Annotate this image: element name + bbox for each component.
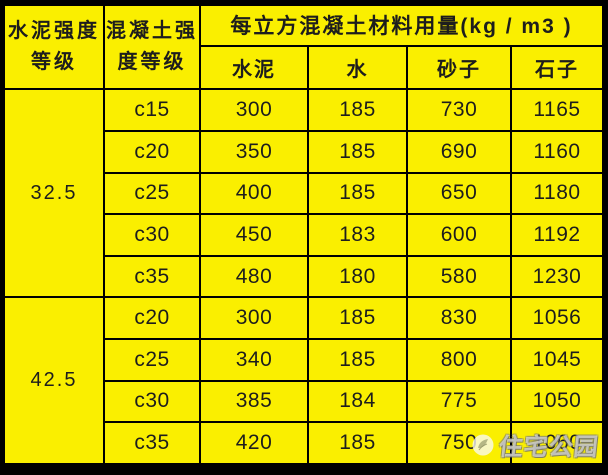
cell-stone-amount: 1160 <box>510 129 604 174</box>
cell-water-amount: 184 <box>307 379 408 424</box>
cell-sand-amount: 830 <box>406 296 512 341</box>
cell-cement-amount: 350 <box>199 129 309 174</box>
cell-stone-amount: 1056 <box>510 296 604 341</box>
table-row: c35 420 185 750 1060 <box>4 421 604 465</box>
cell-sand-amount: 750 <box>406 421 512 465</box>
concrete-mix-table: 水泥强度等级 混凝土强度等级 每立方混凝土材料用量(kg / m3 ) 水泥 水… <box>3 3 604 465</box>
cell-stone-amount: 1050 <box>510 379 604 424</box>
cell-water-amount: 185 <box>307 129 408 174</box>
cell-concrete-grade: c20 <box>103 129 201 174</box>
table-row: c35 480 180 580 1230 <box>4 254 604 299</box>
cell-cement-amount: 450 <box>199 213 309 257</box>
cell-water-amount: 185 <box>307 88 408 132</box>
cell-concrete-grade: c35 <box>103 254 201 299</box>
table-row: c30 385 184 775 1050 <box>4 379 604 424</box>
cell-sand-amount: 730 <box>406 88 512 132</box>
cell-stone-amount: 1192 <box>510 213 604 257</box>
header-sand: 砂子 <box>406 44 512 91</box>
cell-water-amount: 185 <box>307 296 408 341</box>
cell-sand-amount: 690 <box>406 129 512 174</box>
header-cement-strength-grade: 水泥强度等级 <box>3 3 105 91</box>
cell-water-amount: 185 <box>307 421 408 465</box>
cell-sand-amount: 600 <box>406 213 512 257</box>
cell-concrete-grade: c20 <box>103 296 201 341</box>
cell-cement-grade-42-5: 42.5 <box>3 296 105 465</box>
cell-concrete-grade: c35 <box>103 421 201 465</box>
table-row: c25 340 185 800 1045 <box>4 338 604 382</box>
cell-concrete-grade: c25 <box>103 171 201 216</box>
cell-stone-amount: 1060 <box>510 421 604 465</box>
cell-stone-amount: 1045 <box>510 338 604 382</box>
cell-sand-amount: 800 <box>406 338 512 382</box>
cell-stone-amount: 1165 <box>510 88 604 132</box>
cell-water-amount: 180 <box>307 254 408 299</box>
header-water: 水 <box>307 44 408 91</box>
cell-concrete-grade: c30 <box>103 213 201 257</box>
cell-cement-amount: 420 <box>199 421 309 465</box>
cell-cement-amount: 400 <box>199 171 309 216</box>
cell-water-amount: 183 <box>307 213 408 257</box>
cell-stone-amount: 1180 <box>510 171 604 216</box>
cell-cement-amount: 300 <box>199 88 309 132</box>
cell-sand-amount: 580 <box>406 254 512 299</box>
header-stone: 石子 <box>510 44 604 91</box>
table-row: 42.5 c20 300 185 830 1056 <box>3 296 604 465</box>
cell-concrete-grade: c15 <box>103 88 201 132</box>
cell-water-amount: 185 <box>307 171 408 216</box>
cell-water-amount: 185 <box>307 338 408 382</box>
cell-cement-amount: 340 <box>199 338 309 382</box>
table-row: c25 400 185 650 1180 <box>4 171 604 216</box>
table-row: 32.5 c15 300 185 730 1165 <box>3 88 604 299</box>
cell-sand-amount: 775 <box>406 379 512 424</box>
header-materials-per-cubic-meter: 每立方混凝土材料用量(kg / m3 ) <box>199 4 604 47</box>
cell-sand-amount: 650 <box>406 171 512 216</box>
cell-cement-amount: 385 <box>199 379 309 424</box>
cell-cement-amount: 480 <box>199 254 309 299</box>
header-cement: 水泥 <box>199 44 309 91</box>
table-row: c20 350 185 690 1160 <box>4 129 604 174</box>
cell-concrete-grade: c30 <box>103 379 201 424</box>
cell-concrete-grade: c25 <box>103 338 201 382</box>
header-concrete-strength-grade: 混凝土强度等级 <box>103 3 201 91</box>
cell-cement-grade-32-5: 32.5 <box>3 88 105 299</box>
cell-cement-amount: 300 <box>199 296 309 341</box>
table-row: c30 450 183 600 1192 <box>4 213 604 257</box>
cell-stone-amount: 1230 <box>510 254 604 299</box>
